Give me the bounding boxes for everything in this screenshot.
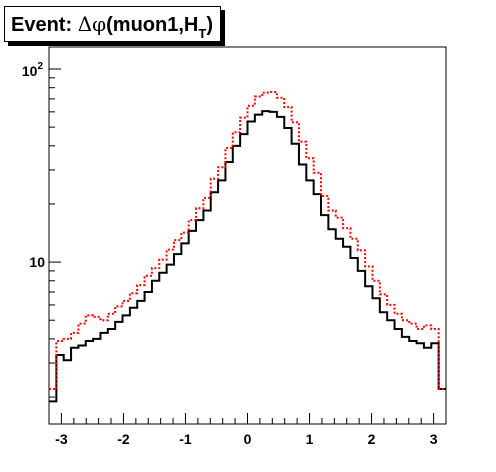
x-tick-label: -3	[55, 431, 68, 447]
chart-title: Event: Δφ(muon1,HT)	[4, 6, 221, 42]
series-layer	[49, 91, 446, 403]
x-tick-label: 2	[368, 431, 376, 447]
y-axis: 10 102	[22, 61, 61, 398]
chart-title-delta-phi: Δφ	[77, 12, 107, 36]
chart-title-body: (muon1,H	[106, 14, 199, 36]
y-tick-label: 10	[29, 254, 45, 270]
chart-title-prefix: Event:	[11, 14, 78, 36]
x-tick-label: -2	[117, 431, 130, 447]
x-axis: -3 -2 -1 0 1 2 3	[48, 413, 447, 447]
x-tick-label: 3	[430, 431, 438, 447]
x-tick-label: -1	[179, 431, 192, 447]
plot-frame	[48, 46, 447, 425]
x-tick-label: 0	[244, 431, 252, 447]
chart-title-subscript: T	[198, 26, 207, 41]
y-tick-label: 102	[22, 61, 44, 79]
x-tick-label: 1	[306, 431, 314, 447]
series-1-step-line	[49, 110, 446, 403]
series-2-step-line	[49, 91, 446, 391]
chart-title-suffix: )	[206, 14, 213, 36]
